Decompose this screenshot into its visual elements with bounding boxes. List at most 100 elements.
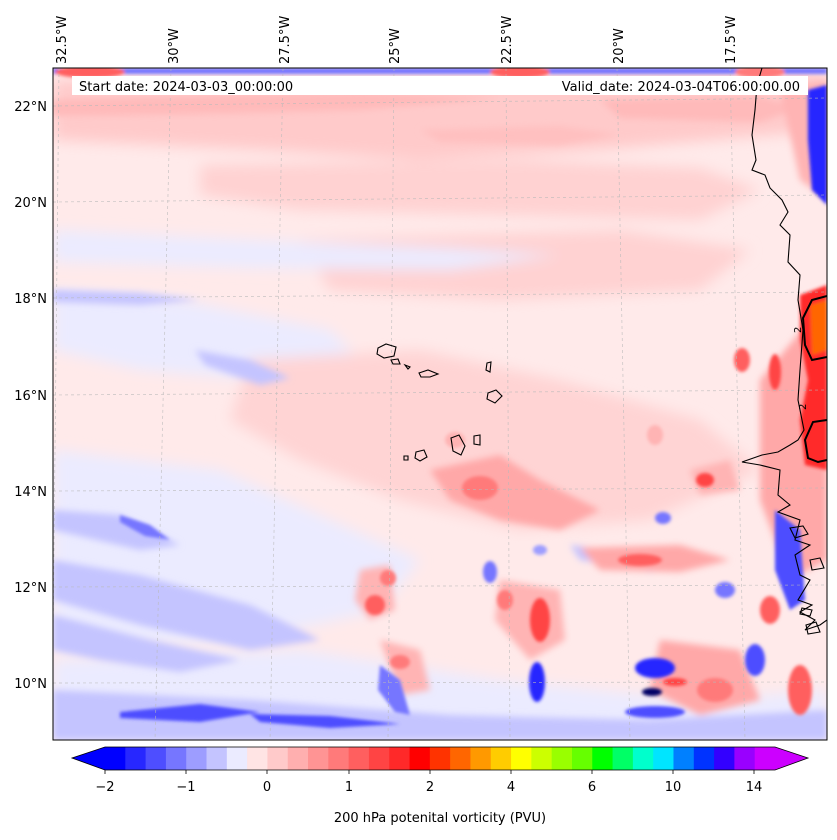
colorbar-cell [592,747,614,770]
colorbar-cell [186,747,208,770]
pv-min-streak-1 [120,704,260,722]
pv-2-contours [801,295,827,464]
colorbar-tick-label-2: 2 [426,780,434,795]
pv-min-blob-2 [533,545,547,555]
pv-band-blue-5 [53,615,240,672]
date-label-box [72,76,808,95]
lon-label-17_5w: 17.5°W [724,16,739,64]
colorbar-cell [247,747,269,770]
pv-max-top-1 [55,68,125,78]
pv-min-streak-4 [378,665,410,715]
colorbar-ticks [104,770,755,774]
island-maio [473,434,481,446]
colorbar-cell [470,747,492,770]
lon-label-27_5w: 27.5°W [278,16,293,64]
colorbar-tick-label-10: 10 [665,780,682,795]
gridline-lon-30w [154,68,172,740]
lon-label-20w: 20°W [612,28,627,64]
colorbar-cell [145,747,167,770]
island-sao-vicente [390,358,401,365]
pv-min-coastal [808,85,827,205]
pv-band-blue-3 [53,510,180,550]
pv-min-blob-8 [745,644,765,676]
pv-max-blob-2 [380,570,396,586]
gridline-lon-27_5w [269,68,284,740]
island-santo-antao [376,343,397,359]
colorbar-cell [226,747,248,770]
colorbar-tick-label-6: 6 [588,780,596,795]
island-santiago [450,434,466,456]
pv-min-blob-6 [642,688,662,696]
lat-label-20n: 20°N [14,196,47,211]
colorbar-over-arrow [775,747,808,770]
pv-band-blue-6 [53,690,827,740]
lat-label-12n: 12°N [14,581,47,596]
pv-max-coastal-core [810,300,827,355]
colorbar-tick-label-14: 14 [746,780,763,795]
colorbar-cell [632,747,654,770]
colorbar-cell [653,747,675,770]
gridline-lon-20w [616,68,631,740]
colorbar-cell [267,747,289,770]
colorbar-cell [206,747,228,770]
colorbar-cells [105,747,776,770]
lat-label-18n: 18°N [14,292,47,307]
lat-label-14n: 14°N [14,485,47,500]
lon-label-32_5w: 32.5°W [55,16,70,64]
gridline-lon-22_5w [505,68,511,740]
pv-max-blob-8 [734,348,750,372]
pv-min-blob-5 [635,658,675,678]
map-frame [52,67,828,741]
pv-max-blob-6 [618,554,662,566]
pv-min-streak-3 [120,515,170,540]
colorbar-cell [328,747,350,770]
colorbar-cell [612,747,634,770]
pv-min-blob-9 [715,582,735,598]
colorbar-cell [673,747,695,770]
colorbar-cell [348,747,370,770]
lon-label-22_5w: 22.5°W [500,16,515,64]
pv-max-blob-5 [390,655,410,669]
colorbar-under-arrow [72,747,105,770]
colorbar-cell [551,747,573,770]
island-fogo [414,449,428,462]
pv-2-contour-north [801,295,827,362]
valid-date-label: Valid_date: 2024-03-04T06:00:00.00 [562,80,800,95]
pv-max-blob-9 [769,354,781,390]
pv-max-blob-3 [530,598,550,642]
pv-max-blob-10 [760,596,780,624]
pv-band-red-3 [650,640,760,715]
pv-max-blob-11 [697,678,733,702]
pv-min-top-edge [53,68,827,74]
lon-label-30w: 30°W [167,28,182,64]
contour-label-north: 2 [793,327,804,333]
pv-streak-north-2 [600,96,800,122]
colorbar-cell [287,747,309,770]
pv-min-blob-3 [655,512,671,524]
pv-streak-north-3 [420,126,620,145]
island-sao-nicolau [418,369,440,378]
colorbar-cell [693,747,715,770]
coastlines [376,68,827,635]
colorbar-cell [105,747,126,770]
coast-inlet-1 [789,525,809,539]
longitude-labels: 32.5°W 30°W 27.5°W 25°W 22.5°W 20°W 17.5… [55,16,739,64]
island-bijagos-2 [805,621,821,635]
colorbar-cell [754,747,776,770]
pv-2-contour-south [803,419,827,464]
colorbar-cell [511,747,532,770]
colorbar-cell [368,747,390,770]
pv-max-blob-15 [647,425,663,445]
gridline-lon-25w [387,68,395,740]
field-sharp-layer [53,68,827,728]
pv-max-blob-7 [696,473,714,487]
colorbar: −2 −1 0 1 2 4 6 10 14 200 hPa potenital … [70,746,810,826]
pv-max-top-2 [490,68,550,78]
pv-min-streak-2 [250,714,400,728]
island-boa-vista [486,389,503,404]
pv-band-positive-center [230,350,760,530]
colorbar-cell [490,747,512,770]
colorbar-tick-label-4: 4 [507,780,515,795]
colorbar-cell [165,747,187,770]
